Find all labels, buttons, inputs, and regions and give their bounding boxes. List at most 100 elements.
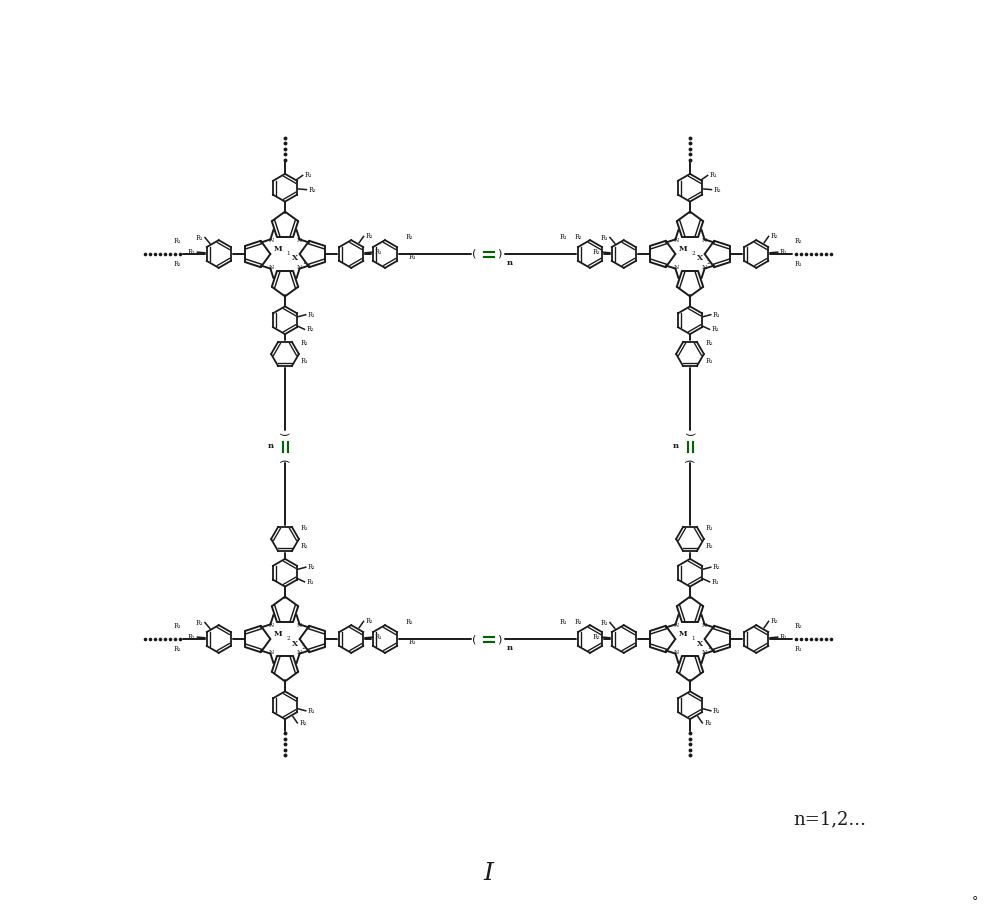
Text: R₁: R₁: [300, 524, 308, 532]
Text: 2: 2: [302, 645, 306, 650]
Text: N: N: [268, 650, 274, 655]
Text: R₁: R₁: [195, 234, 203, 241]
Text: 2: 2: [286, 636, 290, 640]
Text: R₁: R₁: [600, 234, 608, 241]
Text: R₂: R₂: [188, 249, 195, 256]
Text: R₁: R₁: [600, 618, 608, 626]
Text: R₂: R₂: [794, 622, 802, 630]
Text: R₂: R₂: [188, 633, 195, 641]
Text: R₂: R₂: [705, 542, 713, 550]
Text: R₁: R₁: [705, 524, 713, 532]
Text: R₂: R₂: [366, 232, 373, 240]
Text: R₂: R₂: [713, 186, 721, 194]
Text: n=1,2...: n=1,2...: [794, 810, 867, 828]
Text: X: X: [292, 639, 299, 648]
Text: n: n: [506, 259, 513, 267]
Text: R₂: R₂: [711, 325, 719, 334]
Text: (: (: [685, 431, 695, 435]
Text: N: N: [674, 650, 679, 655]
Text: n: n: [268, 443, 274, 451]
Text: R₂: R₂: [593, 633, 600, 641]
Text: N: N: [268, 265, 274, 271]
Text: R₁: R₁: [711, 578, 719, 586]
Text: R₂: R₂: [593, 249, 600, 256]
Text: R₂: R₂: [705, 339, 713, 346]
Text: R₂: R₂: [308, 564, 315, 571]
Text: R₁: R₁: [794, 645, 802, 653]
Text: (: (: [280, 431, 290, 435]
Text: R₂: R₂: [771, 617, 778, 626]
Text: 1: 1: [302, 260, 306, 265]
Text: (: (: [472, 249, 477, 259]
Text: 1: 1: [286, 250, 290, 256]
Text: R₁: R₁: [713, 310, 720, 319]
Text: N: N: [701, 650, 706, 655]
Text: R₁: R₁: [308, 707, 315, 715]
Text: R₁: R₁: [780, 249, 787, 256]
Text: 2: 2: [707, 260, 711, 265]
Text: R₂: R₂: [300, 542, 308, 550]
Text: R₁: R₁: [375, 633, 382, 641]
Text: N: N: [296, 237, 302, 243]
Text: R₂: R₂: [308, 186, 316, 194]
Text: R₁: R₁: [559, 618, 567, 626]
Text: R₁: R₁: [308, 310, 315, 319]
Text: (: (: [472, 634, 477, 644]
Text: N: N: [674, 237, 679, 243]
Text: R₂: R₂: [300, 339, 308, 346]
Text: R₂: R₂: [299, 719, 307, 727]
Text: R₂: R₂: [306, 325, 314, 334]
Text: I: I: [483, 862, 493, 885]
Text: N: N: [674, 265, 679, 271]
Text: N: N: [701, 237, 706, 243]
Text: N: N: [268, 237, 274, 243]
Text: R₂: R₂: [173, 260, 181, 268]
Text: R₁: R₁: [195, 618, 203, 626]
Text: °: °: [972, 895, 978, 908]
Text: M: M: [679, 245, 688, 253]
Text: N: N: [296, 650, 302, 655]
Text: M: M: [274, 245, 283, 253]
Text: R₂: R₂: [406, 618, 413, 626]
Text: N: N: [296, 623, 302, 627]
Text: R₂: R₂: [366, 617, 373, 626]
Text: R₁: R₁: [559, 234, 567, 241]
Text: R₁: R₁: [173, 622, 181, 630]
Text: R₁: R₁: [710, 172, 717, 179]
Text: ): ): [497, 249, 502, 259]
Text: R₁: R₁: [705, 357, 713, 365]
Text: N: N: [296, 265, 302, 271]
Text: R₂: R₂: [771, 232, 778, 240]
Text: N: N: [701, 623, 706, 627]
Text: ): ): [497, 634, 502, 644]
Text: 1: 1: [691, 636, 695, 640]
Text: R₁: R₁: [300, 357, 308, 365]
Text: N: N: [268, 623, 274, 627]
Text: R₁: R₁: [375, 249, 382, 256]
Text: R₁: R₁: [305, 172, 312, 179]
Text: ): ): [685, 458, 695, 463]
Text: M: M: [274, 630, 283, 638]
Text: n: n: [673, 443, 679, 451]
Text: R₁: R₁: [409, 638, 416, 646]
Text: N: N: [701, 265, 706, 271]
Text: 1: 1: [707, 645, 711, 650]
Text: R₂: R₂: [575, 234, 582, 241]
Text: X: X: [697, 254, 704, 262]
Text: R₂: R₂: [704, 719, 712, 727]
Text: R₁: R₁: [794, 260, 802, 268]
Text: R₁: R₁: [409, 253, 416, 261]
Text: M: M: [679, 630, 688, 638]
Text: ): ): [280, 458, 290, 463]
Text: R₂: R₂: [794, 237, 802, 245]
Text: R₂: R₂: [575, 618, 582, 626]
Text: R₂: R₂: [173, 645, 181, 653]
Text: n: n: [506, 644, 513, 652]
Text: R₁: R₁: [713, 707, 720, 715]
Text: R₁: R₁: [306, 578, 314, 586]
Text: X: X: [697, 639, 704, 648]
Text: N: N: [674, 623, 679, 627]
Text: R₂: R₂: [406, 234, 413, 241]
Text: 2: 2: [691, 250, 695, 256]
Text: R₁: R₁: [780, 633, 787, 641]
